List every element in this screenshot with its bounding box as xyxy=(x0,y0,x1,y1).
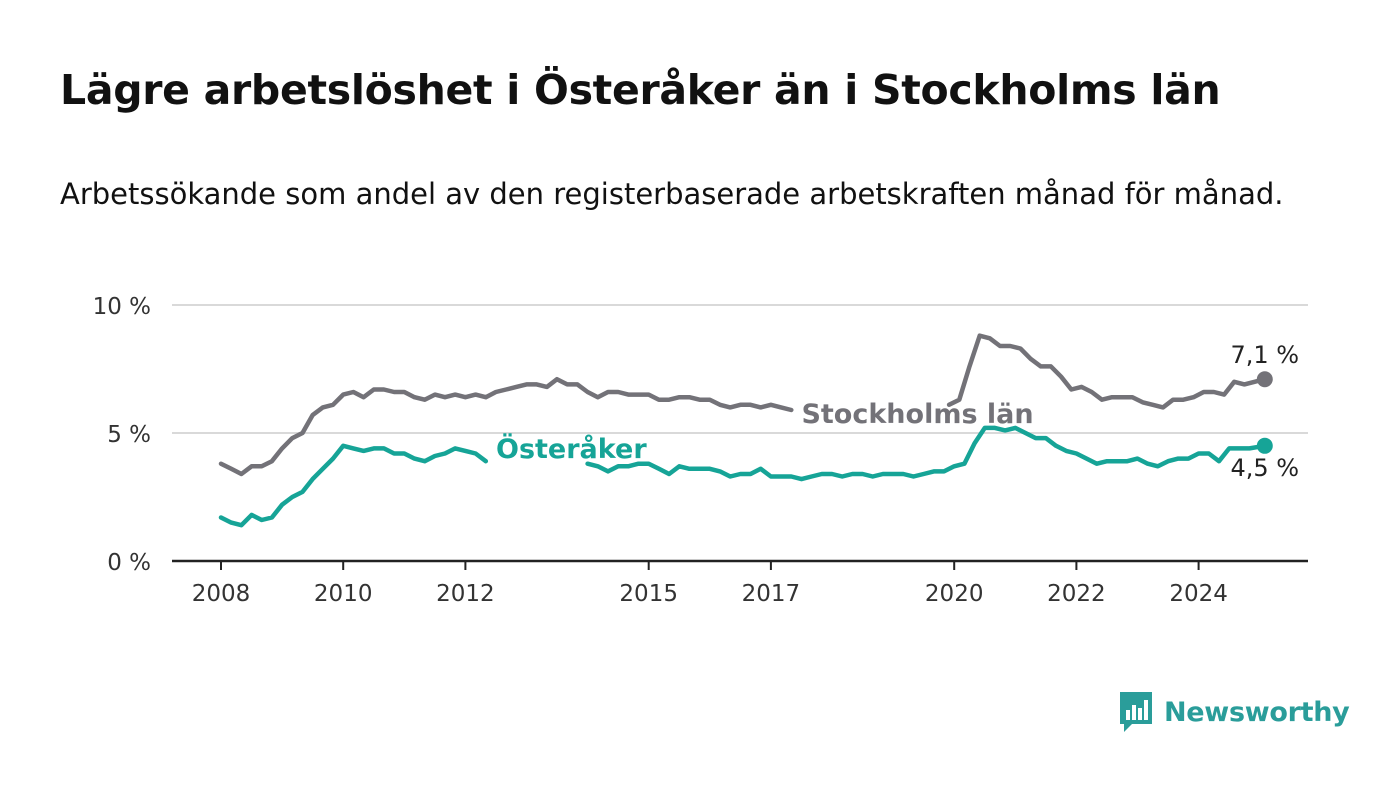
y-tick-label: 10 % xyxy=(93,294,151,320)
y-tick-label: 0 % xyxy=(107,550,151,576)
x-tick-label: 2024 xyxy=(1169,581,1228,607)
bar-chart-speech-bubble-icon xyxy=(1120,692,1152,732)
series-label-stockholm: Stockholms län xyxy=(801,399,1033,430)
y-tick-label: 5 % xyxy=(107,422,151,448)
stockholm-end-point xyxy=(1256,371,1273,388)
x-tick-label: 2008 xyxy=(192,581,251,607)
x-tick-label: 2012 xyxy=(436,581,495,607)
osteraker-line xyxy=(218,425,1268,528)
brand-name: Newsworthy xyxy=(1164,696,1350,728)
end-value-label-stockholm: 7,1 % xyxy=(1230,341,1299,369)
osteraker-end-point xyxy=(1256,437,1273,454)
series-labels: Stockholms län Österåker 7,1 % 4,5 % xyxy=(496,341,1299,482)
end-value-label-osteraker: 4,5 % xyxy=(1230,454,1299,482)
x-tick-label: 2020 xyxy=(925,581,984,607)
newsworthy-logo: Newsworthy xyxy=(1118,690,1350,734)
x-tick-label: 2010 xyxy=(314,581,373,607)
gridlines xyxy=(172,304,1308,434)
series-lines xyxy=(218,333,1273,528)
chart-title: Lägre arbetslöshet i Österåker än i Stoc… xyxy=(60,66,1221,114)
x-tick-label: 2015 xyxy=(619,581,678,607)
x-tick-label: 2017 xyxy=(742,581,801,607)
y-axis-tick-labels: 0 % 5 % 10 % xyxy=(93,294,151,576)
stockholm-line xyxy=(218,333,1268,477)
x-tick-label: 2022 xyxy=(1047,581,1106,607)
series-label-osteraker: Österåker xyxy=(496,432,647,465)
chart-subtitle: Arbetssökande som andel av den registerb… xyxy=(60,177,1284,211)
x-axis: 2008 2010 2012 2015 2017 2020 2022 2024 xyxy=(172,559,1308,607)
